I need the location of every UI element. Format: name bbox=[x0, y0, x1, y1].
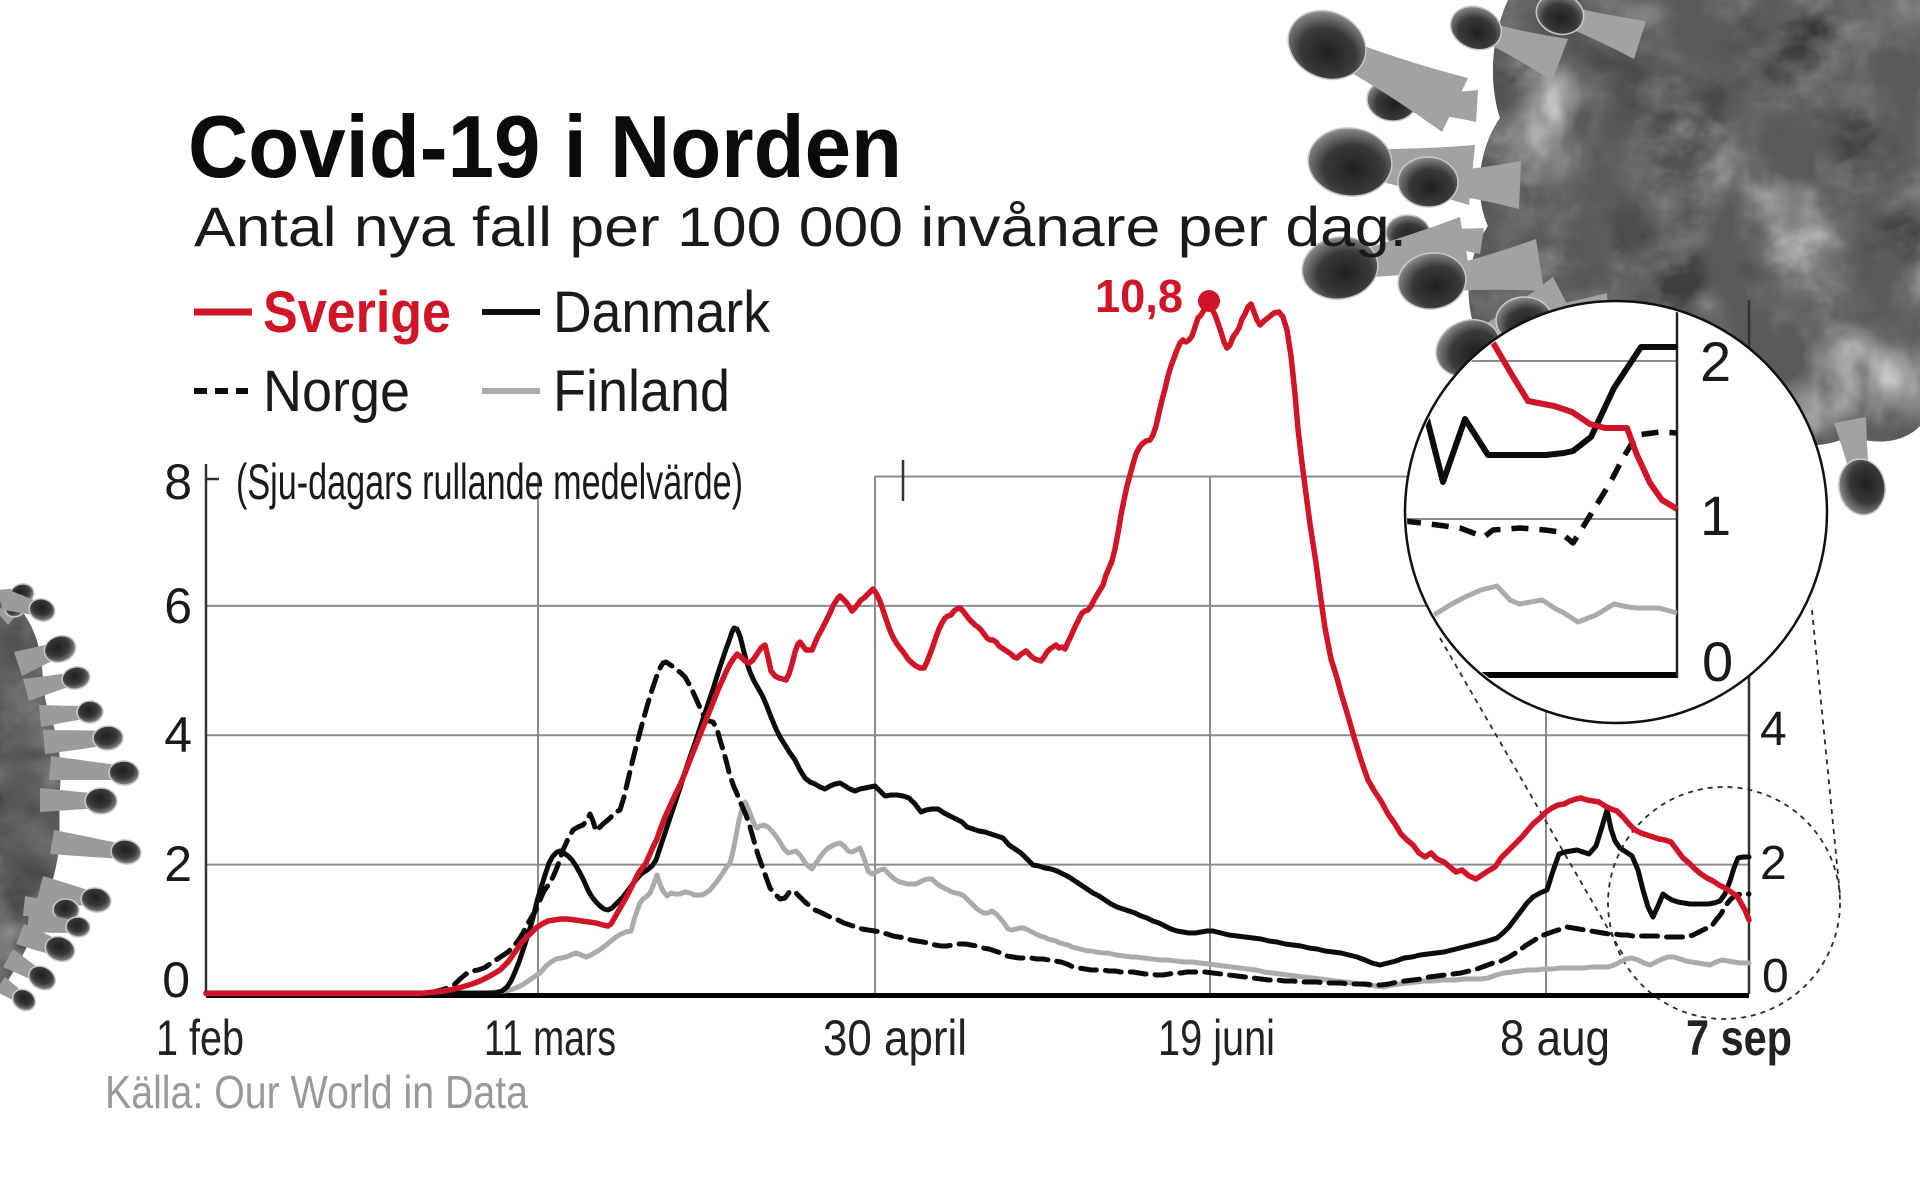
svg-text:19 juni: 19 juni bbox=[1158, 1010, 1275, 1066]
svg-text:1: 1 bbox=[1700, 484, 1731, 547]
svg-text:Antal nya fall per 100 000 inv: Antal nya fall per 100 000 invånare per … bbox=[194, 195, 1407, 258]
svg-text:Källa: Our World in Data: Källa: Our World in Data bbox=[105, 1066, 528, 1118]
svg-text:8 aug: 8 aug bbox=[1500, 1010, 1610, 1066]
svg-text:11 mars: 11 mars bbox=[484, 1010, 616, 1066]
svg-text:1 feb: 1 feb bbox=[156, 1010, 244, 1066]
svg-text:4: 4 bbox=[164, 707, 192, 763]
svg-text:30 april: 30 april bbox=[823, 1010, 967, 1066]
svg-text:Finland: Finland bbox=[553, 359, 730, 424]
svg-text:0: 0 bbox=[162, 952, 190, 1008]
svg-text:Danmark: Danmark bbox=[553, 280, 771, 345]
svg-text:Sverige: Sverige bbox=[263, 280, 451, 345]
svg-text:Covid-19 i Norden: Covid-19 i Norden bbox=[188, 97, 902, 196]
svg-text:2: 2 bbox=[1760, 837, 1787, 890]
svg-text:4: 4 bbox=[1760, 703, 1787, 756]
svg-text:8: 8 bbox=[164, 454, 192, 510]
svg-text:(Sju-dagars rullande medelvärd: (Sju-dagars rullande medelvärde) bbox=[236, 454, 743, 510]
svg-text:2: 2 bbox=[1700, 330, 1731, 393]
svg-text:10,8: 10,8 bbox=[1095, 270, 1183, 322]
svg-text:7 sep: 7 sep bbox=[1686, 1010, 1792, 1066]
svg-text:0: 0 bbox=[1762, 950, 1789, 1003]
svg-text:Norge: Norge bbox=[263, 359, 410, 424]
svg-text:0: 0 bbox=[1702, 630, 1733, 693]
svg-text:6: 6 bbox=[164, 578, 192, 634]
svg-text:2: 2 bbox=[164, 836, 192, 892]
